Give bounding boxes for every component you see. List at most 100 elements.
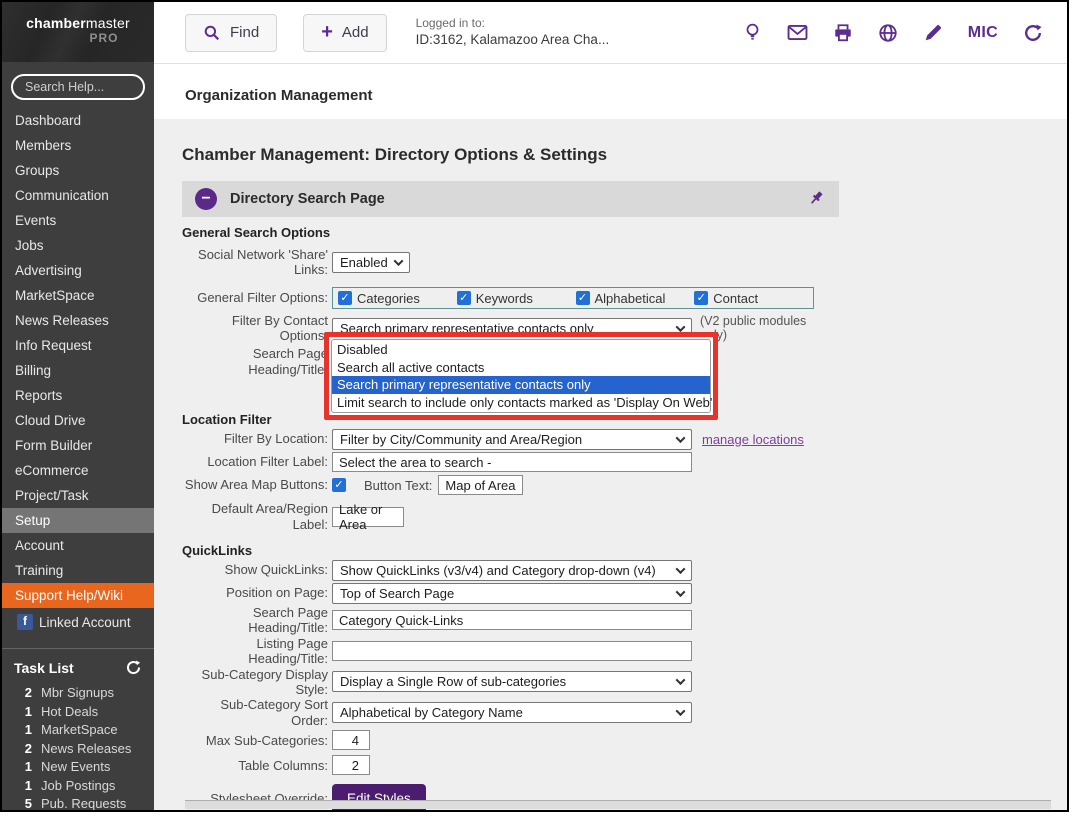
sidebar-item-ecommerce[interactable]: eCommerce <box>15 463 89 478</box>
task-label: New Events <box>41 759 111 774</box>
filter-by-location-label: Filter By Location: <box>223 431 328 447</box>
task-refresh-icon[interactable] <box>125 659 142 676</box>
chevron-down-icon <box>675 321 686 332</box>
task-row[interactable]: 1 Job Postings <box>12 777 146 796</box>
add-label: Add <box>341 24 369 41</box>
sidebar-item-members[interactable]: Members <box>15 138 72 153</box>
collapse-icon[interactable] <box>195 188 217 210</box>
refresh-icon[interactable] <box>1023 23 1043 43</box>
sidebar-item-marketspace[interactable]: MarketSpace <box>15 288 95 303</box>
sidebar-item-training[interactable]: Training <box>15 563 64 578</box>
pencil-icon[interactable] <box>923 23 943 43</box>
button-text-input[interactable]: Map of Area <box>438 475 524 496</box>
task-row[interactable]: 1 MarketSpace <box>12 721 146 740</box>
sidebar-item-advertising[interactable]: Advertising <box>15 263 82 278</box>
dropdown-option-disabled[interactable]: Disabled <box>337 342 388 357</box>
sidebar-item-dashboard[interactable]: Dashboard <box>15 113 82 128</box>
sidebar-item-reports[interactable]: Reports <box>15 388 63 403</box>
group-quicklinks: QuickLinks <box>182 542 253 558</box>
breadcrumb: Organization Management <box>185 87 373 104</box>
sidebar-item-project-task[interactable]: Project/Task <box>15 488 89 503</box>
social-share-links-select[interactable]: Enabled <box>332 251 410 273</box>
show-quicklinks-select[interactable]: Show QuickLinks (v3/v4) and Category dro… <box>332 559 692 581</box>
sidebar-item-communication[interactable]: Communication <box>15 188 109 203</box>
envelope-icon[interactable] <box>787 24 808 41</box>
categories-checkbox[interactable] <box>338 291 352 305</box>
show-area-map-checkbox[interactable] <box>332 478 346 493</box>
printer-icon[interactable] <box>833 23 853 43</box>
sidebar-item-support-help-wiki[interactable]: Support Help/Wiki <box>2 583 154 608</box>
show-area-map-buttons-label: Show Area Map Buttons: <box>184 477 328 493</box>
sidebar-item-groups[interactable]: Groups <box>15 163 60 178</box>
chevron-down-icon <box>675 675 686 686</box>
contact-options-open-dropdown: Disabled Search all active contacts Sear… <box>324 332 718 420</box>
position-on-page-label: Position on Page: <box>226 585 328 601</box>
dropdown-option-primary-rep[interactable]: Search primary representative contacts o… <box>332 376 710 394</box>
task-label: Job Postings <box>41 777 116 793</box>
table-columns-input[interactable]: 2 <box>332 755 370 776</box>
manage-locations-link[interactable]: manage locations <box>702 431 804 447</box>
location-filter-label-input[interactable]: Select the area to search - <box>332 452 692 473</box>
task-row[interactable]: 5 Pub. Requests <box>12 795 146 811</box>
task-label: MarketSpace <box>41 722 118 737</box>
group-general-search-options: General Search Options <box>182 225 331 240</box>
breadcrumb-bar: Organization Management <box>154 65 1067 119</box>
sidebar-item-linked-account[interactable]: Linked Account <box>2 608 154 636</box>
v2-public-modules-note: (V2 public modules only) <box>700 313 807 342</box>
directory-settings-form: General Search Options Social Network 'S… <box>182 225 1067 810</box>
max-subcategories-input[interactable]: 4 <box>332 730 370 751</box>
task-count: 1 <box>24 777 32 793</box>
logo-pro: PRO <box>89 31 119 45</box>
listing-page-heading-input[interactable] <box>332 641 692 662</box>
find-button[interactable]: Find <box>185 13 278 52</box>
sidebar-item-billing[interactable]: Billing <box>15 363 52 378</box>
dropdown-option-display-on-web[interactable]: Limit search to include only contacts ma… <box>337 394 713 410</box>
task-row[interactable]: 2 News Releases <box>12 740 146 759</box>
search-page-heading-input[interactable]: Category Quick-Links <box>332 610 692 631</box>
chevron-down-icon <box>675 586 686 597</box>
subcategory-sort-order-label: Sub-Category Sort Order: <box>220 697 328 728</box>
position-on-page-select[interactable]: Top of Search Page <box>332 582 692 604</box>
subcategory-sort-order-select[interactable]: Alphabetical by Category Name <box>332 702 692 724</box>
task-row[interactable]: 1 Hot Deals <box>12 703 146 722</box>
task-row[interactable]: 2 Mbr Signups <box>12 684 146 703</box>
next-section-bar[interactable] <box>185 800 1051 809</box>
chevron-down-icon <box>675 432 686 443</box>
alphabetical-checkbox[interactable] <box>575 291 590 305</box>
sidebar-item-jobs[interactable]: Jobs <box>15 238 44 253</box>
search-help-input[interactable]: Search Help... <box>11 74 145 100</box>
keywords-label: Keywords <box>475 290 533 306</box>
alphabetical-label: Alphabetical <box>594 290 666 306</box>
sidebar-item-news-releases[interactable]: News Releases <box>15 313 109 328</box>
contact-checkbox[interactable] <box>694 291 709 305</box>
default-area-region-input[interactable]: Lake or Area <box>332 502 404 532</box>
plus-icon <box>321 22 333 42</box>
mic-label[interactable]: MIC <box>967 23 998 41</box>
top-icon-row: MIC <box>743 22 1067 43</box>
sidebar: chambermaster PRO Search Help... Dashboa… <box>2 2 154 810</box>
sidebar-item-account[interactable]: Account <box>15 538 64 553</box>
task-count: 2 <box>24 740 32 756</box>
task-list-title: Task List <box>14 659 74 676</box>
top-bar: Find Add Logged in to: ID:3162, Kalamazo… <box>154 2 1067 64</box>
keywords-checkbox[interactable] <box>456 291 471 305</box>
add-button[interactable]: Add <box>303 13 387 52</box>
task-list-panel: Task List 2 Mbr Signups 1 Hot Deals 1 Marke… <box>2 648 154 811</box>
task-row[interactable]: 1 New Events <box>12 758 146 777</box>
sidebar-item-form-builder[interactable]: Form Builder <box>15 438 93 453</box>
sidebar-item-cloud-drive[interactable]: Cloud Drive <box>15 413 86 428</box>
task-count: 5 <box>24 796 32 811</box>
subcategory-display-style-select[interactable]: Display a Single Row of sub-categories <box>332 671 692 693</box>
lightbulb-icon[interactable] <box>743 22 762 43</box>
dropdown-option-all-active[interactable]: Search all active contacts <box>337 359 485 375</box>
social-share-links-label: Social Network 'Share' Links: <box>198 246 328 277</box>
general-filter-options-label: General Filter Options: <box>197 290 328 306</box>
section-header-directory-search-page: Directory Search Page <box>182 181 839 217</box>
sidebar-item-info-request[interactable]: Info Request <box>15 338 92 353</box>
globe-icon[interactable] <box>878 23 898 43</box>
filter-by-location-select[interactable]: Filter by City/Community and Area/Region <box>332 428 692 450</box>
sidebar-item-setup[interactable]: Setup <box>2 508 154 533</box>
pin-icon[interactable] <box>808 190 826 208</box>
sidebar-item-events[interactable]: Events <box>15 213 57 228</box>
